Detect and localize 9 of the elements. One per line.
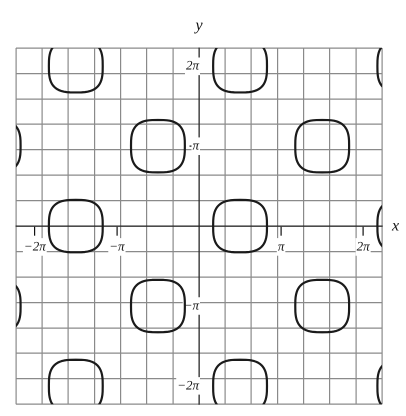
y-axis-title: y	[193, 17, 204, 34]
y-tick-label: −2π	[177, 377, 200, 392]
y-tick-label: 2π	[186, 58, 200, 73]
x-tick-label: −π	[109, 238, 126, 254]
y-tick-label: π	[192, 138, 200, 153]
x-tick-label: 2π	[356, 238, 370, 254]
x-tick-label: −2π	[24, 238, 46, 254]
x-tick-label: π	[278, 238, 285, 254]
x-axis-title: x	[391, 217, 400, 234]
